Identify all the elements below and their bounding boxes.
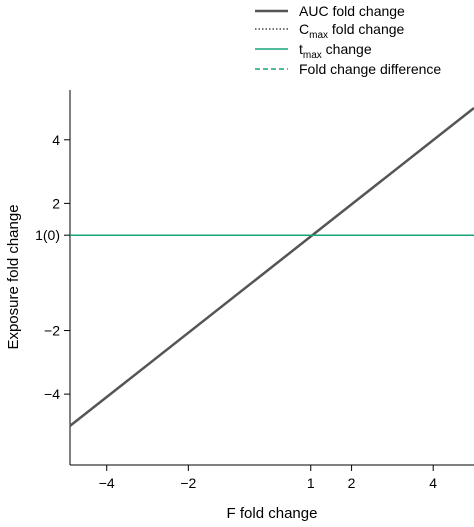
x-tick-label: 1	[307, 475, 315, 491]
legend-label-tmax-rest: change	[322, 41, 372, 57]
x-axis-ticks: −4 −2 1 2 4	[99, 465, 437, 491]
legend-label-cmax-sub: max	[309, 30, 328, 41]
legend-item-diff: Fold change difference	[255, 61, 441, 77]
y-axis-ticks: 4 2 1(0) −2 −4	[35, 132, 70, 402]
series-line-auc	[69, 107, 474, 427]
x-axis-title: F fold change	[227, 505, 318, 522]
y-tick-label: −2	[44, 323, 60, 339]
legend-label-auc: AUC fold change	[299, 3, 405, 19]
legend-item-tmax: tmax change	[255, 41, 372, 61]
legend-item-auc: AUC fold change	[255, 3, 405, 19]
x-tick-label: 2	[348, 475, 356, 491]
x-tick-label: −4	[99, 475, 115, 491]
legend-label-tmax: tmax change	[299, 41, 372, 61]
y-tick-label: 4	[52, 132, 60, 148]
legend: AUC fold change Cmax fold change tmax ch…	[255, 3, 441, 77]
y-tick-label: −4	[44, 386, 60, 402]
y-tick-label: 2	[52, 195, 60, 211]
legend-label-cmax-main: C	[299, 21, 309, 37]
x-tick-label: 4	[429, 475, 437, 491]
legend-label-tmax-main: t	[299, 41, 303, 57]
legend-label-diff: Fold change difference	[299, 61, 441, 77]
legend-item-cmax: Cmax fold change	[255, 21, 405, 41]
y-axis-title: Exposure fold change	[5, 204, 22, 349]
legend-label-cmax: Cmax fold change	[299, 21, 405, 41]
y-tick-label: 1(0)	[35, 227, 60, 243]
legend-label-cmax-rest: fold change	[328, 21, 404, 37]
legend-label-tmax-sub: max	[303, 50, 322, 61]
x-tick-label: −2	[180, 475, 196, 491]
series-layer	[69, 107, 474, 427]
